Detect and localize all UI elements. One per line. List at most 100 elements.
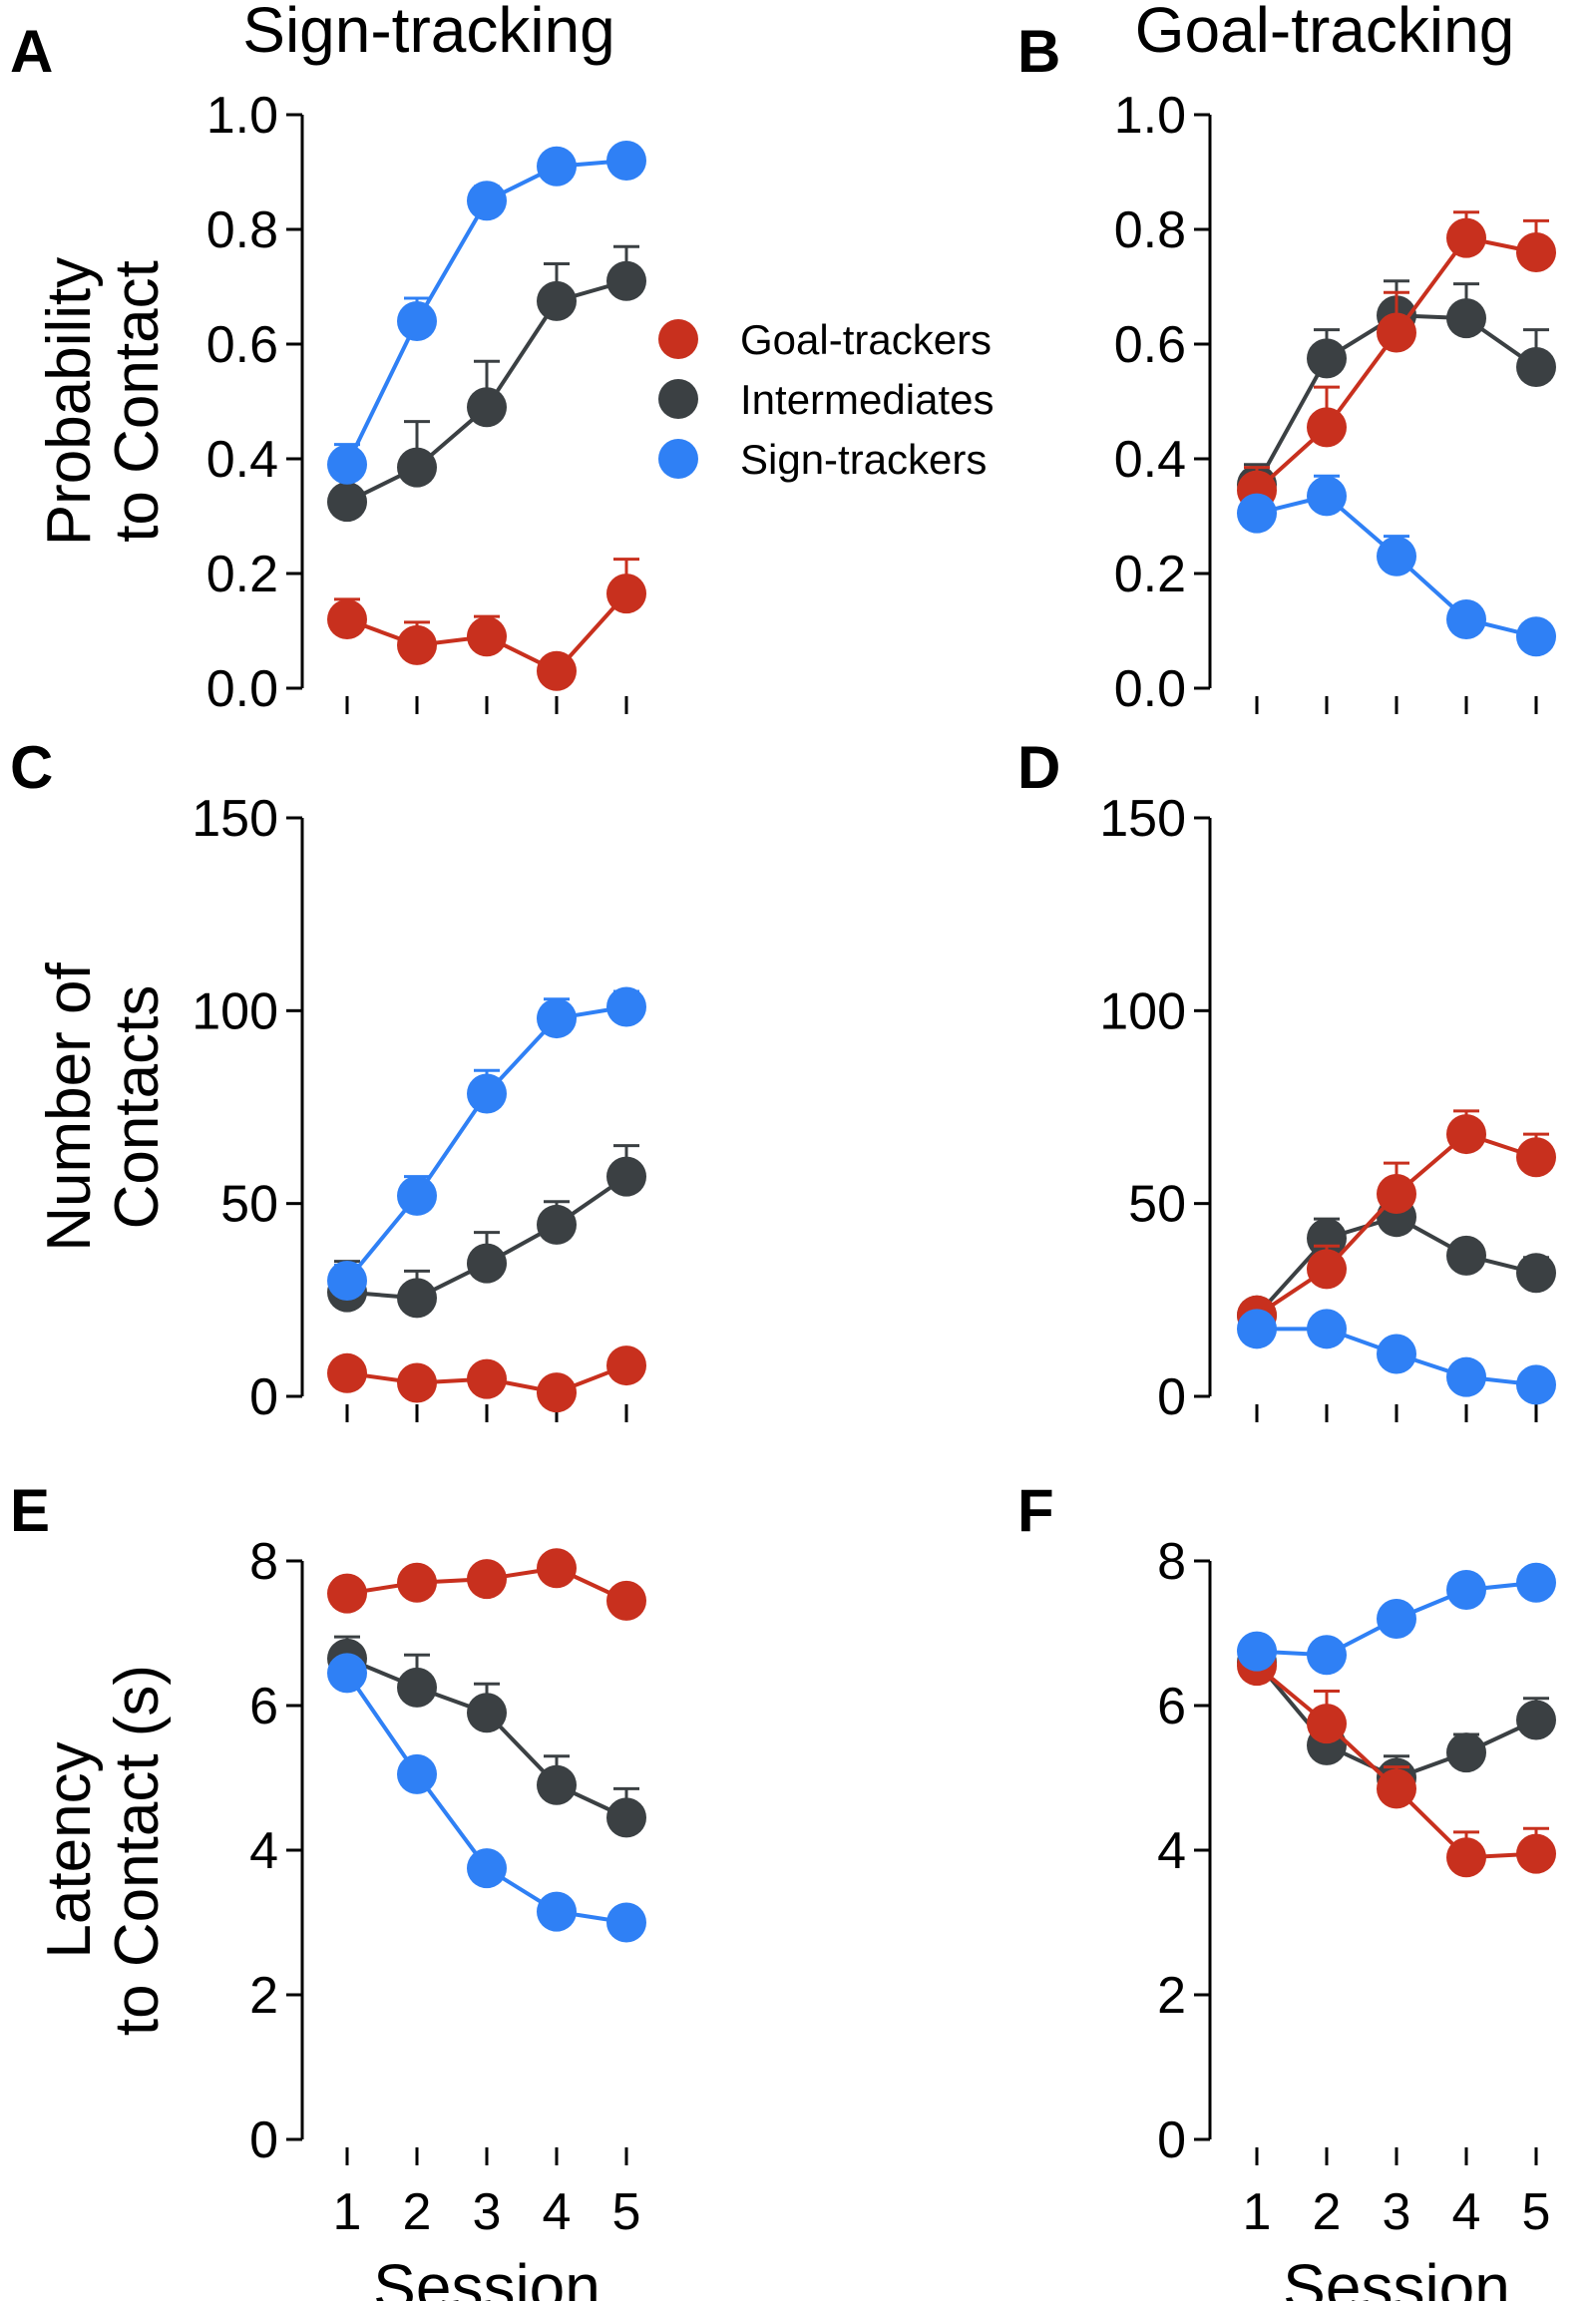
data-point	[397, 1362, 437, 1403]
legend-label: Goal-trackers	[740, 316, 992, 363]
series-goal-trackers	[327, 558, 646, 691]
data-point	[1516, 1137, 1556, 1178]
legend-marker	[658, 319, 698, 359]
y-tick-label: 0.8	[206, 201, 278, 259]
data-point	[537, 1764, 577, 1805]
series-intermediates	[327, 1635, 646, 1838]
legend: Goal-trackers Intermediates Sign-trackers	[658, 316, 994, 483]
data-point	[1446, 1570, 1486, 1610]
y-tick-label: 0.0	[1114, 660, 1186, 718]
data-point	[1516, 616, 1556, 657]
x-tick-label: 3	[473, 2183, 502, 2241]
y-tick-label: 50	[1128, 1176, 1186, 1234]
data-point	[1307, 338, 1347, 379]
data-point	[327, 482, 367, 523]
data-point	[1377, 1599, 1416, 1639]
data-point	[1307, 1704, 1347, 1744]
x-tick-label: 3	[1383, 2183, 1411, 2241]
data-point	[467, 1073, 507, 1114]
data-point	[1237, 493, 1277, 534]
panel-letter: C	[10, 734, 53, 801]
data-point	[606, 1797, 646, 1838]
y-tick-label: 150	[192, 790, 278, 848]
y-tick-label: 8	[249, 1533, 278, 1591]
data-point	[467, 181, 507, 221]
data-point	[1377, 1334, 1416, 1374]
data-point	[537, 280, 577, 321]
data-point	[1307, 407, 1347, 448]
column-title-sign-tracking: Sign-tracking	[242, 0, 615, 66]
data-point	[1307, 476, 1347, 517]
x-tick-label: 5	[1522, 2183, 1551, 2241]
y-tick-label: 4	[1157, 1822, 1186, 1880]
series-goal-trackers	[1237, 210, 1556, 511]
series-goal-trackers	[327, 1548, 646, 1621]
data-point	[606, 574, 646, 614]
y-tick-label: 4	[249, 1822, 278, 1880]
y-axis-label: Contacts	[103, 985, 172, 1230]
column-title-goal-tracking: Goal-tracking	[1135, 0, 1515, 66]
y-tick-label: 6	[249, 1678, 278, 1735]
data-point	[1237, 1309, 1277, 1349]
data-point	[397, 447, 437, 488]
data-point	[1237, 1631, 1277, 1672]
y-tick-label: 50	[220, 1176, 278, 1234]
panel-d: D 0 50 100 150	[1017, 734, 1556, 1426]
data-point	[1516, 1253, 1556, 1294]
y-tick-label: 1.0	[1114, 87, 1186, 145]
data-point	[1307, 1218, 1347, 1259]
y-tick-label: 0.4	[206, 431, 278, 489]
data-point	[537, 650, 577, 691]
data-point	[467, 1848, 507, 1889]
data-point	[606, 1902, 646, 1943]
data-point	[1377, 312, 1416, 353]
data-point	[397, 1278, 437, 1319]
panel-letter: D	[1017, 734, 1060, 801]
data-point	[397, 301, 437, 341]
data-point	[537, 146, 577, 187]
y-tick-label: 150	[1099, 790, 1186, 848]
data-point	[606, 260, 646, 301]
series-line	[1255, 235, 1537, 493]
y-axis-label: to Contact	[103, 260, 172, 543]
data-point	[1446, 1114, 1486, 1155]
data-point	[537, 1204, 577, 1245]
y-axis-label: Number of	[35, 962, 104, 1252]
data-point	[606, 141, 646, 181]
data-point	[1446, 1356, 1486, 1397]
data-point	[1446, 599, 1486, 639]
data-point	[1307, 1635, 1347, 1676]
data-point	[1516, 1833, 1556, 1874]
panel-b: B 0.0 0.2 0.4 0.6 0.8 1.0	[1017, 18, 1556, 718]
x-axis-label: Session	[373, 2251, 600, 2301]
series-sign-trackers	[1237, 1309, 1556, 1405]
data-point	[467, 1243, 507, 1284]
x-tick-label: 1	[1243, 2183, 1272, 2241]
y-tick-label: 0	[249, 2111, 278, 2169]
data-point	[397, 1667, 437, 1708]
panel-c: C 0 50 100 150 Number of Contacts	[10, 734, 646, 1426]
data-point	[1377, 1768, 1416, 1809]
data-point	[327, 1352, 367, 1393]
x-tick-label: 4	[543, 2183, 572, 2241]
data-point	[1446, 217, 1486, 258]
data-point	[1307, 1249, 1347, 1290]
y-tick-label: 6	[1157, 1678, 1186, 1735]
panel-letter: B	[1017, 18, 1060, 85]
x-tick-label: 1	[333, 2183, 362, 2241]
y-tick-label: 0.0	[206, 660, 278, 718]
y-tick-label: 0	[1157, 1368, 1186, 1426]
data-point	[467, 616, 507, 657]
data-point	[467, 1559, 507, 1600]
data-point	[606, 1345, 646, 1386]
y-tick-label: 0	[1157, 2111, 1186, 2169]
panel-letter: F	[1017, 1477, 1054, 1544]
y-tick-label: 2	[249, 1967, 278, 2025]
y-tick-label: 0.6	[206, 316, 278, 374]
series-sign-trackers	[327, 1653, 646, 1943]
x-axis-label: Session	[1283, 2251, 1510, 2301]
data-point	[397, 1175, 437, 1216]
y-tick-label: 2	[1157, 1967, 1186, 2025]
data-point	[1446, 298, 1486, 339]
panel-letter: A	[10, 18, 53, 85]
